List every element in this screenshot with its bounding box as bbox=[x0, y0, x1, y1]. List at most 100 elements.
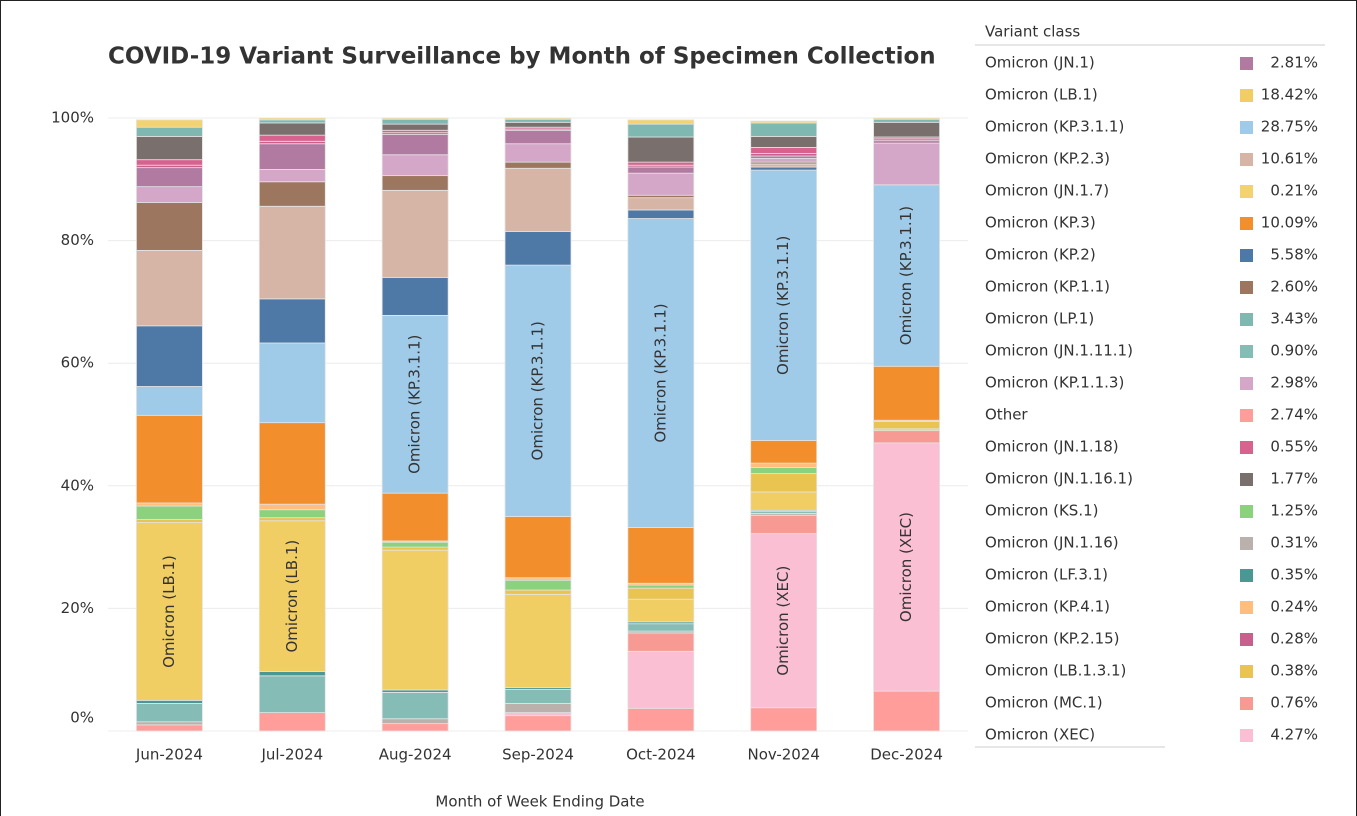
legend-swatch bbox=[1240, 345, 1253, 358]
legend-swatch bbox=[1240, 153, 1253, 166]
bar-segment bbox=[627, 632, 695, 652]
legend-share: 0.28% bbox=[1270, 630, 1318, 648]
legend-label: Other bbox=[985, 406, 1028, 424]
legend-share: 2.74% bbox=[1270, 406, 1318, 424]
bar-segment bbox=[750, 491, 818, 511]
segment-label: Omicron (KP.3.1.1) bbox=[529, 321, 547, 460]
bar-segment bbox=[136, 519, 203, 523]
legend-label: Omicron (KP.3.1.1) bbox=[985, 118, 1124, 136]
segment-label: Omicron (XEC) bbox=[897, 512, 915, 622]
legend-swatch bbox=[1240, 409, 1253, 422]
bar-segment bbox=[258, 122, 326, 136]
bar-segment bbox=[504, 167, 572, 232]
bar-segment bbox=[627, 584, 695, 589]
x-tick-label: Oct-2024 bbox=[626, 746, 696, 764]
bar-segment bbox=[258, 675, 326, 714]
bar-segment bbox=[136, 724, 203, 732]
bar-segment bbox=[381, 314, 449, 494]
bar-segment bbox=[750, 135, 818, 148]
bar-segment bbox=[873, 421, 940, 430]
legend-share: 0.38% bbox=[1270, 662, 1318, 680]
bar-segment bbox=[750, 514, 818, 535]
legend-swatch bbox=[1240, 441, 1253, 454]
bar-segment bbox=[258, 205, 326, 300]
bar-segment bbox=[627, 218, 695, 528]
legend-share: 2.81% bbox=[1270, 54, 1318, 72]
legend-label: Omicron (XEC) bbox=[985, 726, 1095, 744]
legend-share: 2.60% bbox=[1270, 278, 1318, 296]
bar-segment bbox=[873, 430, 940, 444]
y-tick-label: 40% bbox=[61, 476, 94, 494]
bar-segment bbox=[504, 117, 572, 120]
bar-segment bbox=[258, 517, 326, 522]
bar-segment bbox=[381, 189, 449, 278]
bar-segment bbox=[136, 167, 203, 188]
y-tick-label: 20% bbox=[61, 599, 94, 617]
bar-segment bbox=[504, 118, 572, 123]
legend-share: 2.98% bbox=[1270, 374, 1318, 392]
bar-segment bbox=[627, 119, 695, 125]
y-tick-label: 60% bbox=[61, 354, 94, 372]
legend-swatch bbox=[1240, 57, 1253, 70]
bar-segment bbox=[258, 712, 326, 732]
bar-segment bbox=[258, 143, 326, 170]
legend-label: Omicron (JN.1.16.1) bbox=[985, 470, 1133, 488]
bar-segment bbox=[504, 589, 572, 595]
bar-segment bbox=[381, 154, 449, 177]
legend-title: Variant class bbox=[985, 23, 1080, 41]
bar-segment bbox=[136, 126, 203, 137]
y-tick-label: 0% bbox=[70, 709, 94, 727]
bar-segment bbox=[258, 342, 326, 424]
bar-segment bbox=[136, 186, 203, 203]
legend-swatch bbox=[1240, 665, 1253, 678]
bar-segment bbox=[381, 117, 449, 120]
legend-label: Omicron (KP.1.1) bbox=[985, 278, 1110, 296]
legend-share: 1.77% bbox=[1270, 470, 1318, 488]
legend-share: 0.35% bbox=[1270, 566, 1318, 584]
bar-segment bbox=[258, 509, 326, 519]
bar-segment bbox=[504, 712, 572, 717]
bar-segment bbox=[381, 134, 449, 156]
legend-swatch bbox=[1240, 185, 1253, 198]
legend-label: Omicron (LB.1.3.1) bbox=[985, 662, 1126, 680]
bar-segment bbox=[627, 598, 695, 623]
bar-segment bbox=[750, 158, 818, 163]
legend-share: 3.43% bbox=[1270, 310, 1318, 328]
bar-segment bbox=[136, 135, 203, 161]
legend-label: Omicron (KS.1) bbox=[985, 502, 1099, 520]
bar-segment bbox=[381, 276, 449, 316]
bar-segment bbox=[258, 503, 326, 511]
legend-label: Omicron (KP.2.15) bbox=[985, 630, 1120, 648]
bar-segment bbox=[750, 473, 818, 493]
bar-segment bbox=[258, 520, 326, 672]
bar-segment bbox=[136, 522, 203, 701]
legend-share: 1.25% bbox=[1270, 502, 1318, 520]
bar-segment bbox=[873, 118, 940, 123]
bar-segment bbox=[873, 442, 940, 692]
bar-segment bbox=[258, 298, 326, 344]
legend-label: Omicron (LB.1) bbox=[985, 86, 1098, 104]
legend-swatch bbox=[1240, 505, 1253, 518]
bar-segment bbox=[258, 134, 326, 142]
bar-segment bbox=[627, 707, 695, 732]
bar-segment bbox=[873, 184, 940, 367]
legend-share: 5.58% bbox=[1270, 246, 1318, 264]
bar-segment bbox=[381, 723, 449, 732]
legend-label: Omicron (KP.2.3) bbox=[985, 150, 1110, 168]
bar-segment bbox=[136, 699, 203, 704]
legend-share: 28.75% bbox=[1261, 118, 1318, 136]
segment-label: Omicron (LB.1) bbox=[283, 540, 301, 653]
bar-segment bbox=[504, 688, 572, 704]
legend-label: Omicron (KP.1.1.3) bbox=[985, 374, 1124, 392]
bar-segment bbox=[136, 505, 203, 520]
legend-swatch bbox=[1240, 217, 1253, 230]
bar-segment bbox=[750, 462, 818, 468]
legend-label: Omicron (JN.1.18) bbox=[985, 438, 1119, 456]
legend-share: 0.90% bbox=[1270, 342, 1318, 360]
bar-segment bbox=[627, 209, 695, 219]
x-tick-label: Jul-2024 bbox=[260, 746, 323, 764]
bar-segment bbox=[381, 492, 449, 542]
bar-segment bbox=[381, 549, 449, 691]
legend-share: 10.61% bbox=[1261, 150, 1318, 168]
bar-segment bbox=[627, 623, 695, 632]
